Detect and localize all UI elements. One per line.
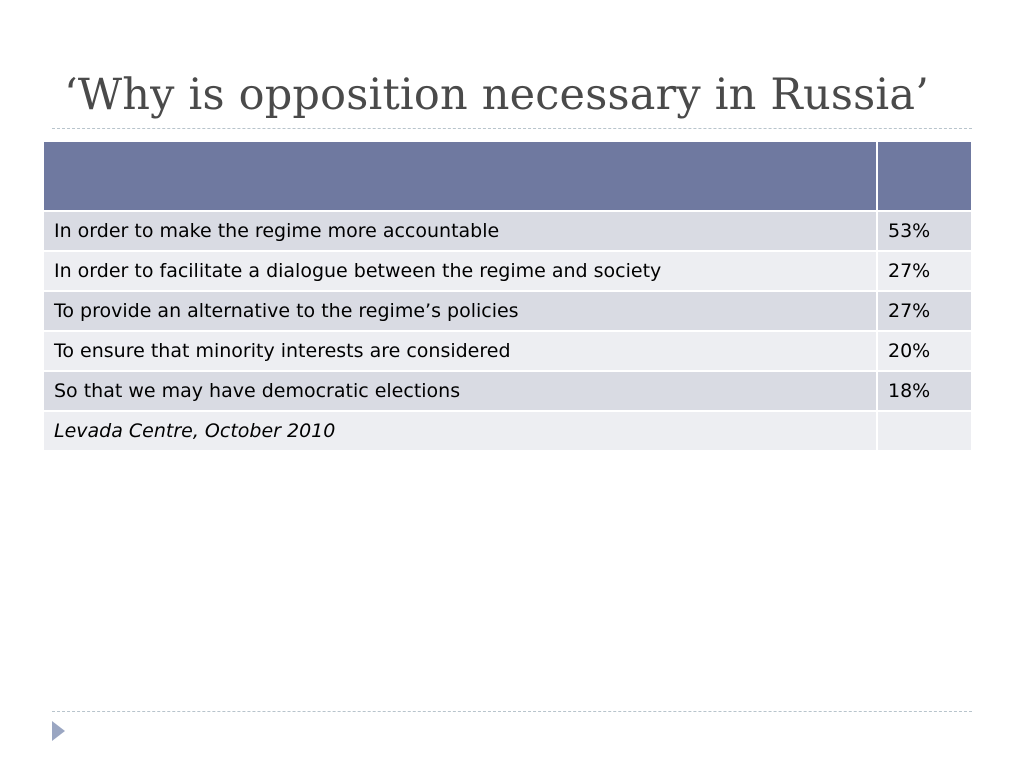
table-row: So that we may have democratic elections… — [44, 372, 971, 410]
percent-cell: 18% — [878, 372, 971, 410]
table-row: To ensure that minority interests are co… — [44, 332, 971, 370]
reason-cell: In order to make the regime more account… — [44, 212, 876, 250]
reason-cell: To ensure that minority interests are co… — [44, 332, 876, 370]
table-header-row — [44, 142, 971, 210]
table-header-cell — [878, 142, 971, 210]
source-cell: Levada Centre, October 2010 — [44, 412, 876, 450]
percent-cell: 20% — [878, 332, 971, 370]
survey-table: In order to make the regime more account… — [42, 140, 973, 452]
slide-title: ‘Why is opposition necessary in Russia’ — [64, 70, 930, 120]
reason-cell: So that we may have democratic elections — [44, 372, 876, 410]
footer-divider — [52, 711, 972, 712]
percent-cell: 27% — [878, 292, 971, 330]
empty-cell — [878, 412, 971, 450]
percent-cell: 27% — [878, 252, 971, 290]
reason-cell: In order to facilitate a dialogue betwee… — [44, 252, 876, 290]
percent-cell: 53% — [878, 212, 971, 250]
triangle-right-icon — [52, 721, 65, 741]
table-row: In order to facilitate a dialogue betwee… — [44, 252, 971, 290]
reason-cell: To provide an alternative to the regime’… — [44, 292, 876, 330]
table-source-row: Levada Centre, October 2010 — [44, 412, 971, 450]
table-row: To provide an alternative to the regime’… — [44, 292, 971, 330]
table-row: In order to make the regime more account… — [44, 212, 971, 250]
table-header-cell — [44, 142, 876, 210]
title-divider — [52, 128, 972, 129]
